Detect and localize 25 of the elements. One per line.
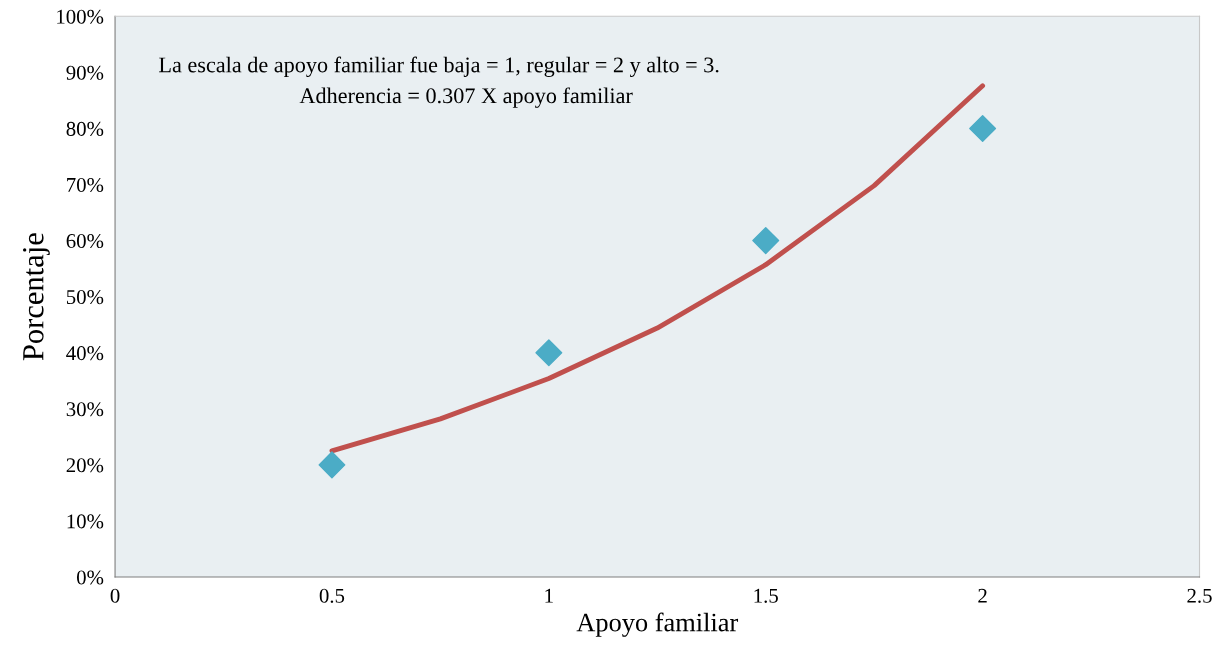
y-tick-label: 10% [67,514,104,529]
y-tick-label: 0% [76,570,104,585]
y-tick-label: 90% [66,65,104,80]
x-tick-label: 2.5 [1187,588,1212,603]
y-tick-label: 20% [66,458,104,473]
x-tick-label: 1 [545,588,553,603]
point [318,451,346,479]
y-tick-label: 30% [66,402,104,417]
x-tick-label: 0 [110,588,120,603]
y-tick-label: 100% [57,9,104,24]
x-tick-label: 1.5 [754,588,778,603]
point [535,339,563,367]
y-tick-label: 40% [66,346,104,361]
y-tick-label: 50% [66,290,104,305]
y-axis-title: Porcentaje [23,233,50,361]
point [752,227,780,255]
annotation: La escala de apoyo familiar fue baja = 1, regular = 2 y alto = 3. [159,56,719,77]
x-tick-label: 0.5 [319,588,345,603]
annotation: Adherencia = 0.307 X apoyo familiar [299,87,633,108]
y-tick-label: 80% [66,121,104,136]
x-axis-title: Apoyo familiar [576,612,739,637]
y-tick-label: 70% [67,177,104,193]
point [969,114,997,142]
x-tick-label: 2 [978,588,987,603]
y-tick-label: 60% [66,233,104,249]
